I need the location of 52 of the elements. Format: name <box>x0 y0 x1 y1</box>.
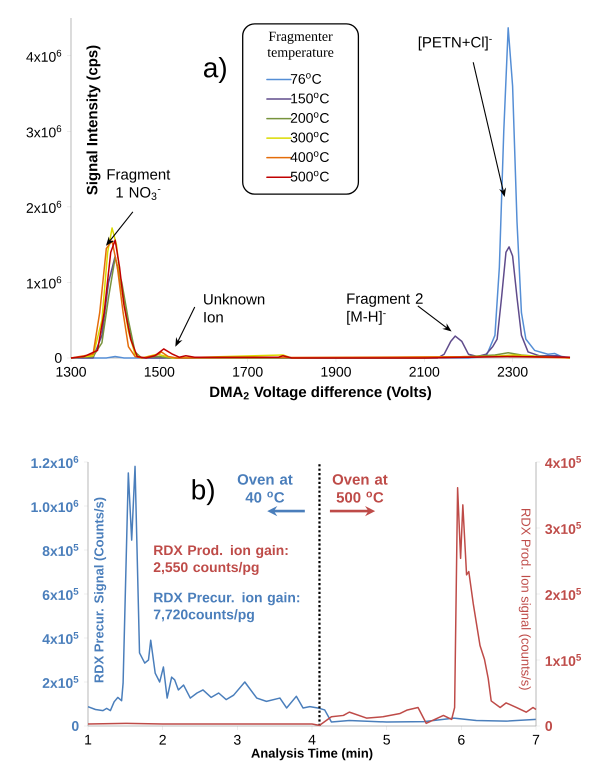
legend-label: 150$^{o}$C <box>291 92 329 104</box>
y-tick-label: 6x10$^{5}$ <box>42 588 78 600</box>
x-tick-label: 1500 <box>144 366 174 377</box>
y2-tick-label: 3x10$^{5}$ <box>545 522 582 534</box>
x-tick-label: 1900 <box>322 366 351 377</box>
x-axis-title: DMA$_{2}$ Voltage difference (Volts) <box>210 386 432 400</box>
annotation: Fragment 2 [M-H]$^{-}$ <box>347 293 423 325</box>
x-tick-label: 4 <box>308 734 316 744</box>
annotation: Oven at 40 $^{o}$C <box>238 474 293 503</box>
x-tick-label: 2300 <box>498 366 528 377</box>
x-tick-label: 6 <box>458 734 465 745</box>
x-tick-label: 7 <box>532 734 540 744</box>
y2-tick-label: 4x10$^{5}$ <box>545 456 582 468</box>
y-tick-label: 0 <box>72 721 79 731</box>
y-tick-label: 2x10$^{6}$ <box>26 200 62 213</box>
x-tick-label: 2100 <box>409 366 440 377</box>
y-tick-label: 3x10$^{6}$ <box>26 125 62 138</box>
annotation: RDX Precur. ion gain: 7,720counts/pg <box>154 592 300 622</box>
legend-label: 500$^{o}$C <box>290 170 329 182</box>
x-tick-label: 2 <box>159 734 166 745</box>
x-axis-title: Analysis Time (min) <box>251 748 372 760</box>
x-tick-label: 1300 <box>56 366 86 377</box>
x-tick-label: 3 <box>234 734 241 745</box>
annotation: RDX Prod. ion gain: 2,550 counts/pg <box>154 544 288 575</box>
legend-label: 400$^{o}$C <box>290 151 329 162</box>
y2-tick-label: 1x10$^{5}$ <box>546 654 582 666</box>
annotation: Fragment 1 NO$_{3}$- <box>108 169 170 200</box>
y-axis-title: RDX Precur. Signal (Counts/s) <box>94 498 106 682</box>
legend-label: 76$^{o}$C <box>290 73 322 84</box>
y-tick-label: 4x10$^{6}$ <box>26 50 62 62</box>
y2-tick-label: 2x10$^{5}$ <box>545 588 582 600</box>
y2-tick-label: 0 <box>545 721 552 731</box>
y2-axis-title: RDX Prod. Ion signal (counts/s) <box>518 509 531 690</box>
annotation: a) <box>204 57 226 84</box>
x-tick-label: 1700 <box>233 366 263 377</box>
annotation: Oven at 500 $^{o}$C <box>332 474 388 503</box>
legend-title: Fragmenter temperature <box>267 32 334 60</box>
y-tick-label: 8x10$^{5}$ <box>42 544 78 556</box>
y-tick-label: 0 <box>54 353 62 363</box>
annotation: b) <box>192 479 214 506</box>
y-axis-title: Signal Intensity (cps) <box>86 46 100 195</box>
annotation: [PETN+Cl]$^{-}$ <box>418 36 492 50</box>
annotation: Unknown Ion <box>204 294 264 322</box>
x-tick-label: 1 <box>85 734 92 744</box>
y-tick-label: 1.0x10$^{6}$ <box>31 500 78 512</box>
y-tick-label: 2x10$^{5}$ <box>42 676 78 688</box>
y-tick-label: 1.2x10$^{6}$ <box>31 456 78 468</box>
x-tick-label: 5 <box>383 734 390 745</box>
legend-label: 300$^{o}$C <box>290 132 329 142</box>
y-tick-label: 4x10$^{5}$ <box>42 632 78 644</box>
legend-label: 200$^{o}$C <box>290 112 329 123</box>
y-tick-label: 1x10$^{6}$ <box>27 276 62 289</box>
